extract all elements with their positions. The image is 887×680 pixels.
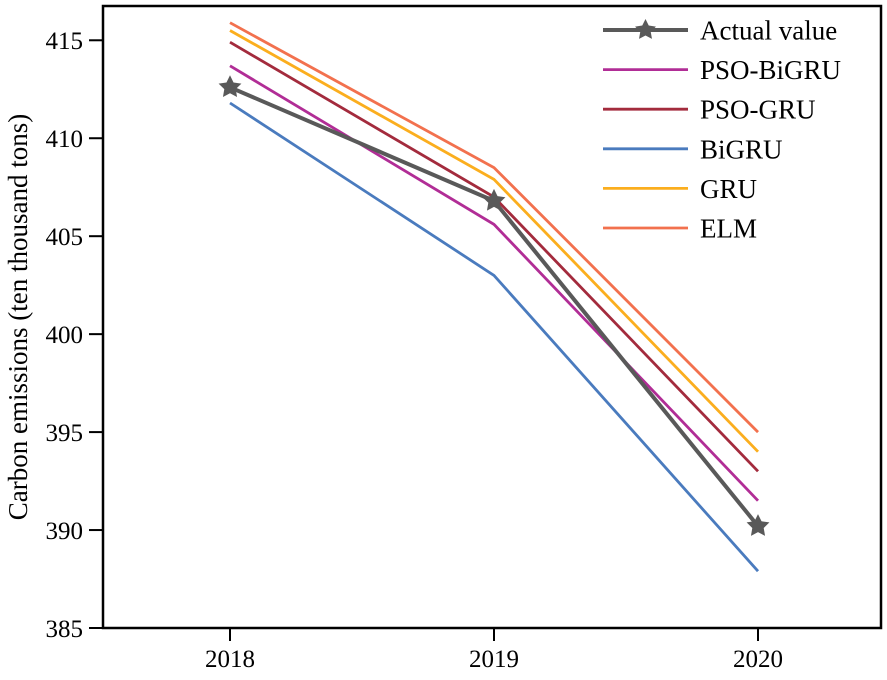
legend-item-pso-bigru: PSO-BiGRU bbox=[700, 55, 841, 85]
y-tick-label: 415 bbox=[46, 28, 84, 55]
y-axis-label: Carbon emissions (ten thousand tons) bbox=[3, 114, 33, 520]
series-line-pso-gru bbox=[229, 40, 760, 473]
x-tick-label: 2019 bbox=[469, 646, 519, 673]
legend-star-icon bbox=[635, 19, 656, 39]
legend-item-gru: GRU bbox=[700, 174, 757, 204]
legend-item-actual-value: Actual value bbox=[700, 15, 837, 45]
star-marker bbox=[482, 188, 506, 211]
y-tick-label: 410 bbox=[46, 126, 84, 153]
series-line-elm bbox=[229, 21, 759, 434]
legend-item-elm: ELM bbox=[700, 213, 757, 243]
y-tick-label: 405 bbox=[46, 224, 84, 251]
series-line-gru bbox=[229, 29, 760, 453]
y-tick-label: 395 bbox=[46, 420, 84, 447]
x-tick-label: 2018 bbox=[205, 646, 255, 673]
x-tick-label: 2020 bbox=[733, 646, 783, 673]
series-line-pso-bigru bbox=[229, 64, 760, 502]
legend-item-pso-gru: PSO-GRU bbox=[700, 95, 816, 125]
y-tick-label: 400 bbox=[46, 322, 84, 349]
star-marker bbox=[746, 514, 770, 536]
legend-item-bigru: BiGRU bbox=[700, 134, 783, 164]
y-tick-label: 390 bbox=[46, 518, 84, 545]
series-line-bigru bbox=[229, 101, 760, 573]
plot-frame bbox=[101, 4, 883, 630]
star-marker bbox=[218, 75, 242, 98]
y-tick-label: 385 bbox=[46, 616, 84, 643]
